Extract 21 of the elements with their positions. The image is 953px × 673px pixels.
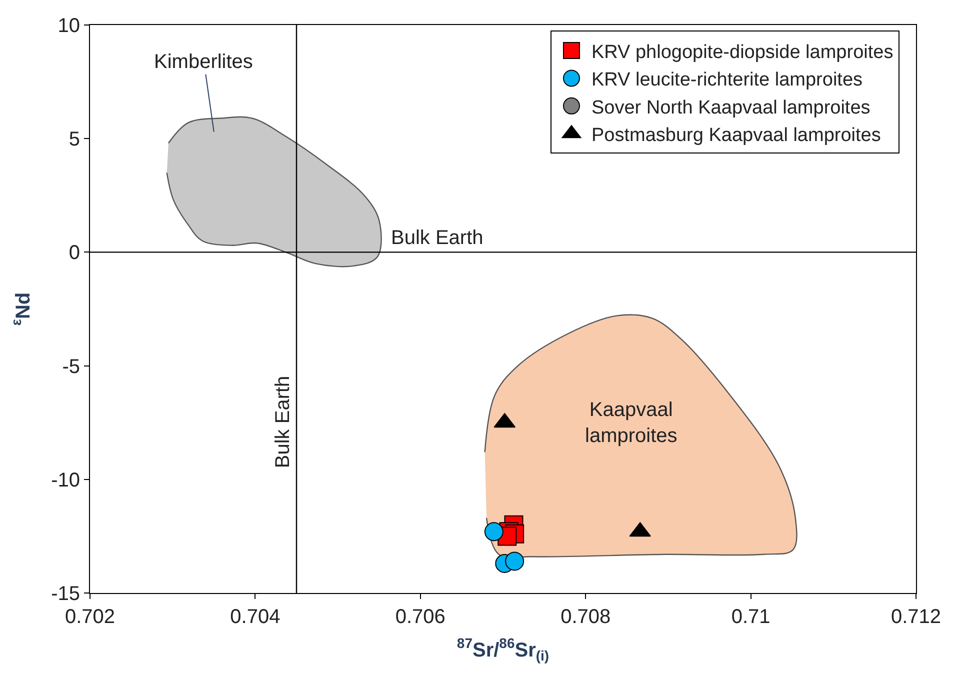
y-tick-label: -5 <box>62 356 80 378</box>
ref-line-label: Bulk Earth <box>272 376 294 468</box>
x-tick-label: 0.704 <box>230 606 280 628</box>
y-tick-label: -15 <box>51 583 80 605</box>
y-tick-label: 10 <box>58 15 80 37</box>
x-tick-label: 0.706 <box>395 606 446 628</box>
ref-line-label: Bulk Earth <box>391 227 484 249</box>
x-tick-label: 0.712 <box>890 606 942 628</box>
y-tick-label: -10 <box>51 469 80 492</box>
y-tick-label: 0 <box>68 242 80 264</box>
x-tick-label: 0.71 <box>731 606 770 628</box>
x-axis-title: $^{87}$Sr/$^{86}$Sr$_{(i)}$ <box>456 635 550 664</box>
y-tick-label: 5 <box>68 128 80 151</box>
annotation: Kaapvaal lamproites <box>585 399 678 447</box>
x-tick-label: 0.708 <box>560 606 611 628</box>
legend-label: KRV leucite-richterite lamproites <box>591 70 863 91</box>
legend-label: Sover North Kaapvaal lamproites <box>591 97 870 118</box>
legend-label: Postmasburg Kaapvaal lamproites <box>591 125 881 146</box>
x-tick-label: 0.702 <box>64 606 116 628</box>
annotation: Kimberlites <box>154 51 253 73</box>
legend-label: KRV phlogopite-diopside lamproites <box>591 42 894 63</box>
